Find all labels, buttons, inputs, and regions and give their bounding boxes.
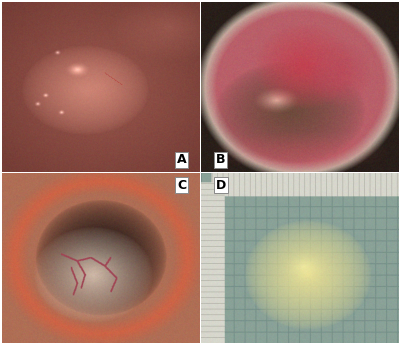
- Text: C: C: [177, 179, 186, 191]
- Text: B: B: [216, 154, 225, 166]
- Text: D: D: [215, 179, 226, 191]
- Text: A: A: [177, 154, 186, 166]
